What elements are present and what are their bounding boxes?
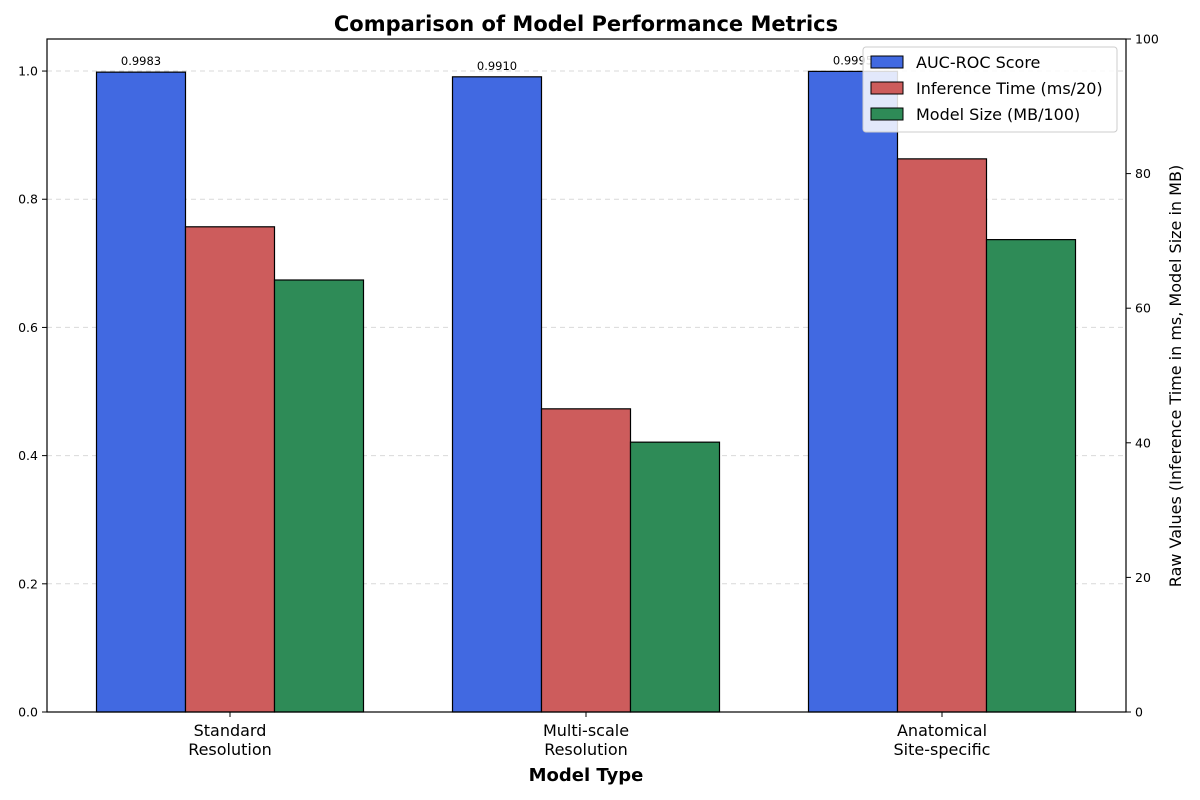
chart-title: Comparison of Model Performance Metrics [334, 12, 838, 36]
x-axis-label: Model Type [529, 765, 644, 786]
bar-inference-time-ms-20 [896, 158, 988, 713]
right-y-tick-label: 40 [1135, 435, 1151, 450]
data-labels: 0.9983 0.9910 0.9995 [121, 53, 873, 72]
y-tick-label: 0.0 [18, 705, 38, 720]
x-tick-label: Standard [194, 721, 267, 740]
bar-model-size-mb-100 [273, 279, 365, 713]
bars [95, 70, 1077, 713]
right-y-tick-label: 20 [1135, 570, 1151, 585]
right-y-tick-label: 0 [1135, 705, 1143, 720]
right-y-tick-label: 60 [1135, 301, 1151, 316]
legend-swatch-auc-roc-score [870, 55, 904, 69]
legend-swatch-inference-time-ms-20 [870, 81, 904, 95]
bar-inference-time-ms-20 [540, 408, 632, 713]
right-y-tick-label: 100 [1135, 32, 1159, 47]
right-axis: 0 20 40 60 80 100 [1126, 32, 1159, 720]
legend-swatch-model-size-mb-100 [870, 107, 904, 121]
y-tick-label: 0.2 [18, 576, 38, 591]
bar-auc-roc-score [807, 70, 899, 713]
data-label: 0.9983 [121, 54, 161, 68]
y-tick-label: 0.8 [18, 192, 38, 207]
x-tick-label: Resolution [188, 740, 272, 759]
x-axis: StandardResolutionMulti-scaleResolutionA… [188, 712, 990, 759]
left-axis: 0.0 0.2 0.4 0.6 0.8 1.0 [18, 64, 47, 720]
bar-inference-time-ms-20 [184, 226, 276, 713]
x-tick-label: Multi-scale [543, 721, 629, 740]
legend-label: Model Size (MB/100) [916, 105, 1080, 124]
legend-label: Inference Time (ms/20) [916, 79, 1103, 98]
legend-label: AUC-ROC Score [916, 53, 1040, 72]
legend: AUC-ROC Score Inference Time (ms/20) Model… [862, 46, 1118, 133]
legend-box [862, 46, 1118, 133]
bar-auc-roc-score [451, 76, 543, 713]
bar-model-size-mb-100 [629, 441, 721, 713]
y-tick-label: 0.4 [18, 448, 38, 463]
right-y-tick-label: 80 [1135, 166, 1151, 181]
bar-model-size-mb-100 [985, 239, 1077, 713]
x-tick-label: Resolution [544, 740, 628, 759]
bar-auc-roc-score [95, 71, 187, 713]
x-tick-label: Anatomical [897, 721, 987, 740]
right-axis-label: Raw Values (Inference Time in ms, Model … [1166, 165, 1185, 587]
data-label: 0.9910 [477, 59, 517, 73]
y-tick-label: 0.6 [18, 320, 38, 335]
x-tick-label: Site-specific [894, 740, 991, 759]
y-tick-label: 1.0 [18, 64, 38, 79]
